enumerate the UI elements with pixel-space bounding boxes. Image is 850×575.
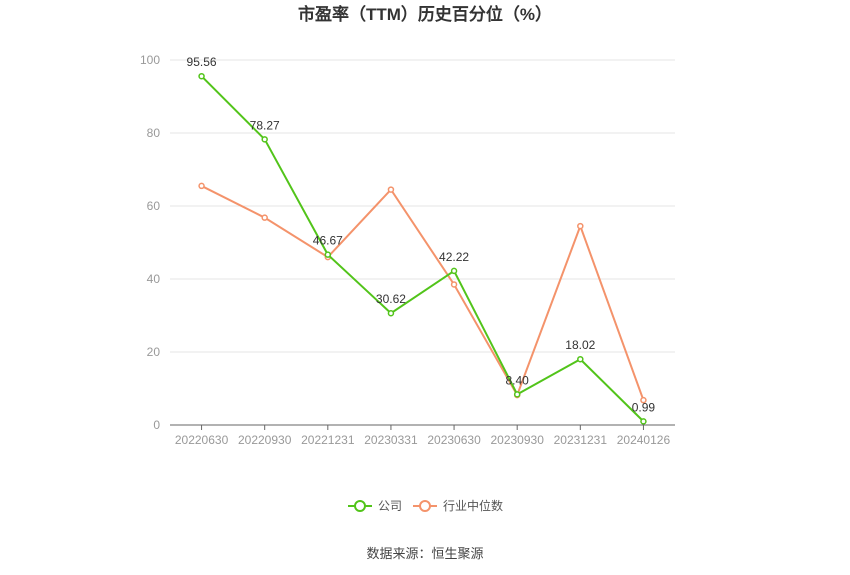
- data-point: [450, 267, 458, 275]
- y-tick-label: 60: [147, 199, 161, 213]
- data-point: [387, 309, 395, 317]
- legend-label: 行业中位数: [443, 498, 503, 513]
- data-point: [513, 391, 521, 398]
- legend-item[interactable]: 公司: [348, 499, 402, 513]
- data-point: [261, 214, 268, 221]
- data-point: [577, 222, 584, 230]
- y-axis: 0 20 40 60 80 100: [140, 53, 160, 432]
- data-label: 18.02: [565, 338, 595, 352]
- data-label: 78.27: [250, 118, 280, 132]
- data-point: [261, 136, 268, 143]
- data-label: 0.99: [632, 400, 656, 414]
- data-point: [198, 72, 205, 80]
- y-tick-label: 80: [147, 126, 161, 140]
- series-layer: [198, 72, 647, 425]
- data-point: [640, 396, 647, 404]
- data-point: [324, 251, 332, 258]
- data-point: [450, 281, 458, 288]
- chart-title: 市盈率（TTM）历史百分位（%）: [298, 4, 552, 24]
- source-note: 数据来源：恒生聚源: [366, 546, 483, 561]
- data-point: [387, 186, 395, 193]
- x-axis: 20220630 20220930 20221231 20230331 20230630…: [170, 424, 675, 447]
- legend-label: 公司: [378, 499, 402, 513]
- x-tick-label: 20230331: [364, 433, 418, 447]
- y-tick-label: 100: [140, 53, 160, 67]
- legend-item[interactable]: 行业中位数: [413, 498, 503, 513]
- data-point: [198, 182, 205, 190]
- data-label: 46.67: [313, 234, 343, 248]
- x-tick-label: 20230630: [427, 433, 481, 447]
- data-labels: 95.56 78.27 46.67 30.62 42.22 8.40 18.02 0.99: [187, 55, 656, 414]
- data-point: [577, 355, 584, 363]
- x-tick-label: 20231231: [554, 433, 608, 447]
- x-tick-label: 20221231: [301, 433, 355, 447]
- x-tick-label: 20230930: [490, 433, 544, 447]
- x-tick-label: 20220630: [175, 433, 229, 447]
- x-tick-label: 20220930: [238, 433, 292, 447]
- data-label: 8.40: [506, 373, 530, 387]
- x-tick-label: 20240126: [617, 433, 671, 447]
- data-label: 30.62: [376, 292, 406, 306]
- legend-marker: [354, 500, 366, 512]
- series-line: [200, 75, 645, 423]
- series-line: [201, 185, 645, 401]
- grid: [170, 59, 675, 353]
- data-label: 42.22: [439, 250, 469, 264]
- data-label: 95.56: [187, 55, 217, 69]
- data-point: [640, 418, 647, 425]
- y-tick-label: 20: [147, 345, 161, 359]
- y-tick-label: 0: [153, 418, 160, 432]
- legend[interactable]: 公司 行业中位数: [348, 498, 503, 513]
- y-tick-label: 40: [147, 272, 161, 286]
- legend-marker: [419, 500, 431, 512]
